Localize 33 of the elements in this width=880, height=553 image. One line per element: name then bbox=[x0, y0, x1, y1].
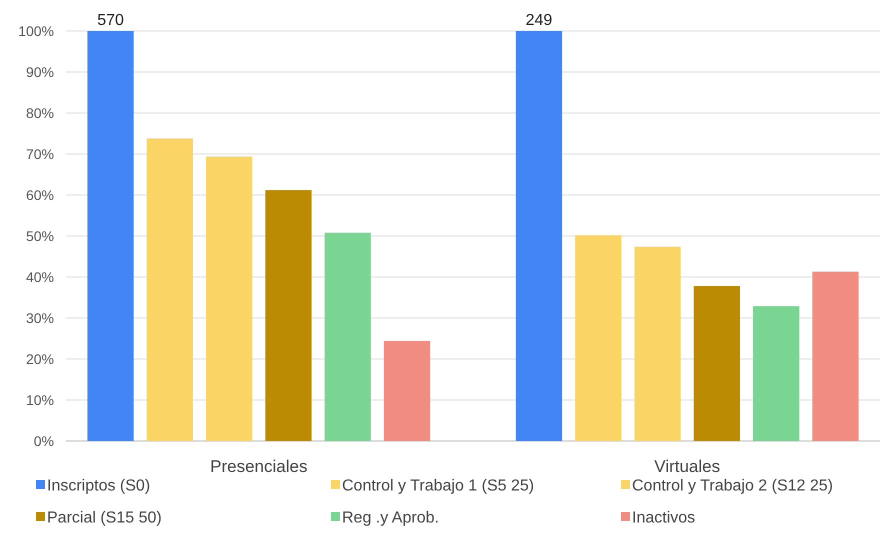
legend-label: Inactivos bbox=[632, 510, 696, 527]
y-tick-label: 40% bbox=[26, 268, 54, 285]
y-tick-label: 70% bbox=[26, 146, 54, 162]
bar bbox=[146, 138, 193, 441]
x-tick-label: Presenciales bbox=[210, 457, 308, 476]
y-tick-label: 20% bbox=[26, 350, 54, 367]
y-tick-label: 0% bbox=[34, 432, 54, 449]
bar bbox=[634, 246, 681, 441]
x-tick-label: Virtuales bbox=[654, 457, 720, 476]
legend-label: Reg .y Aprob. bbox=[342, 510, 439, 527]
bar bbox=[516, 31, 562, 441]
bar bbox=[206, 156, 252, 441]
y-tick-label: 60% bbox=[26, 186, 54, 203]
bar bbox=[265, 190, 312, 441]
text: 570 bbox=[97, 12, 124, 29]
legend-label: Control y Trabajo 1 (S5 25) bbox=[342, 478, 534, 495]
bar bbox=[87, 31, 134, 441]
legend-label: Parcial (S15 50) bbox=[47, 510, 162, 527]
bar bbox=[384, 340, 430, 441]
y-tick-label: 10% bbox=[26, 392, 54, 408]
y-tick-label: 50% bbox=[26, 228, 54, 244]
legend-label: Control y Trabajo 2 (S12 25) bbox=[632, 478, 833, 495]
text: 249 bbox=[526, 12, 552, 29]
bar bbox=[694, 286, 740, 441]
legend-label: Inscriptos (S0) bbox=[47, 478, 150, 495]
bar bbox=[753, 306, 800, 441]
y-tick-label: 80% bbox=[26, 104, 54, 121]
y-tick-label: 30% bbox=[26, 310, 54, 326]
bar bbox=[575, 235, 622, 441]
bar bbox=[324, 232, 371, 441]
y-tick-label: 100% bbox=[18, 22, 54, 39]
bar bbox=[812, 272, 859, 441]
y-tick-label: 90% bbox=[26, 64, 54, 80]
